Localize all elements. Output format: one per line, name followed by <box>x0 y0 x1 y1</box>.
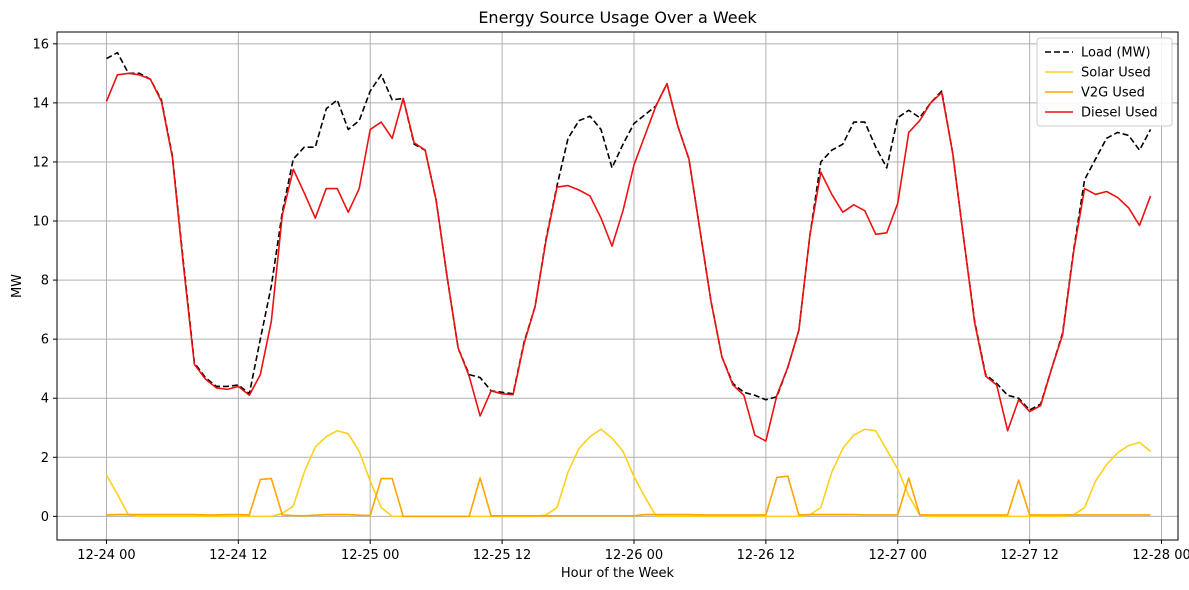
chart-title: Energy Source Usage Over a Week <box>478 8 757 27</box>
y-tick-label: 0 <box>41 510 49 525</box>
x-tick-label: 12-24 00 <box>77 548 135 563</box>
x-tick-label: 12-25 00 <box>341 548 399 563</box>
y-tick-label: 6 <box>41 333 49 348</box>
x-tick-label: 12-24 12 <box>209 548 267 563</box>
y-tick-label: 14 <box>32 96 49 111</box>
x-axis-title: Hour of the Week <box>561 566 675 581</box>
x-tick-label: 12-25 12 <box>473 548 531 563</box>
legend-label: Load (MW) <box>1081 46 1151 61</box>
series-line-solar-used <box>105 428 1152 518</box>
x-tick-label: 12-27 12 <box>1000 548 1058 563</box>
y-tick-label: 2 <box>41 451 49 466</box>
grid-lines <box>57 32 1178 540</box>
y-tick-label: 4 <box>41 392 49 407</box>
y-tick-label: 10 <box>32 215 49 230</box>
legend-label: Diesel Used <box>1081 106 1158 121</box>
series-line-diesel-used <box>105 72 1152 442</box>
x-tick-label: 12-26 12 <box>737 548 795 563</box>
axis-ticks: 12-24 00 12-24 12 12-25 00 12-25 12 12-26 00… <box>32 37 1189 563</box>
legend-label: Solar Used <box>1081 66 1151 81</box>
legend-box <box>1036 37 1173 127</box>
y-tick-label: 12 <box>32 155 49 170</box>
legend-label: V2G Used <box>1081 86 1145 101</box>
x-tick-label: 12-27 00 <box>869 548 927 563</box>
data-series <box>105 51 1152 518</box>
y-axis-title: MW <box>10 274 25 298</box>
y-tick-label: 8 <box>41 274 49 289</box>
legend: Load (MW) Solar Used V2G Used Diesel Used <box>1036 37 1173 127</box>
plot-frame <box>56 31 1179 541</box>
x-tick-label: 12-28 00 <box>1132 548 1189 563</box>
x-tick-label: 12-26 00 <box>605 548 663 563</box>
series-line-v2g-used <box>106 475 1151 518</box>
y-tick-label: 16 <box>32 37 49 52</box>
